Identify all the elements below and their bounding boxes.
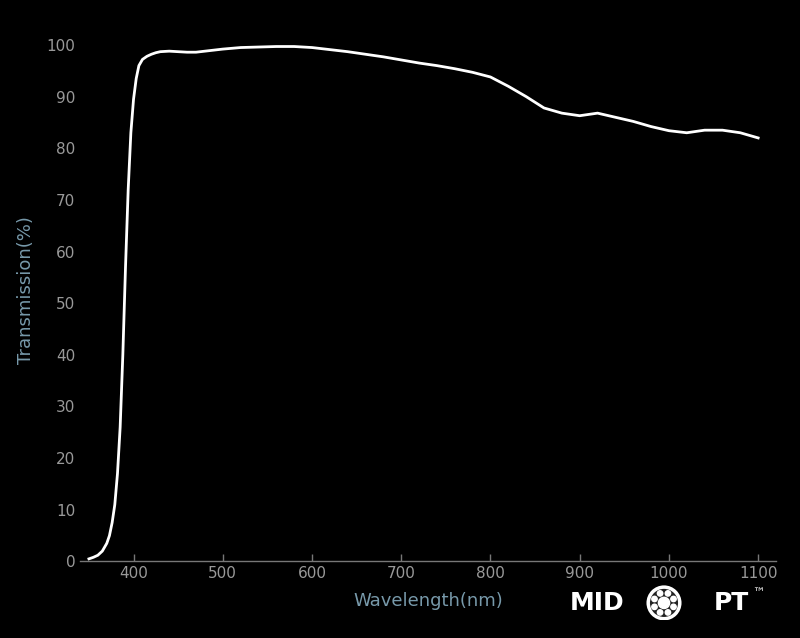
Circle shape (671, 604, 676, 609)
Text: PT: PT (714, 591, 749, 615)
Y-axis label: Transmission(%): Transmission(%) (17, 216, 35, 364)
Circle shape (652, 597, 657, 602)
Circle shape (658, 597, 670, 609)
Circle shape (658, 591, 662, 596)
Circle shape (666, 610, 670, 615)
X-axis label: Wavelength(nm): Wavelength(nm) (353, 593, 503, 611)
Circle shape (648, 587, 680, 619)
Circle shape (666, 591, 670, 596)
Circle shape (671, 597, 676, 602)
Circle shape (652, 604, 657, 609)
Circle shape (658, 610, 662, 615)
Text: MID: MID (570, 591, 624, 615)
Text: ™: ™ (752, 587, 765, 600)
